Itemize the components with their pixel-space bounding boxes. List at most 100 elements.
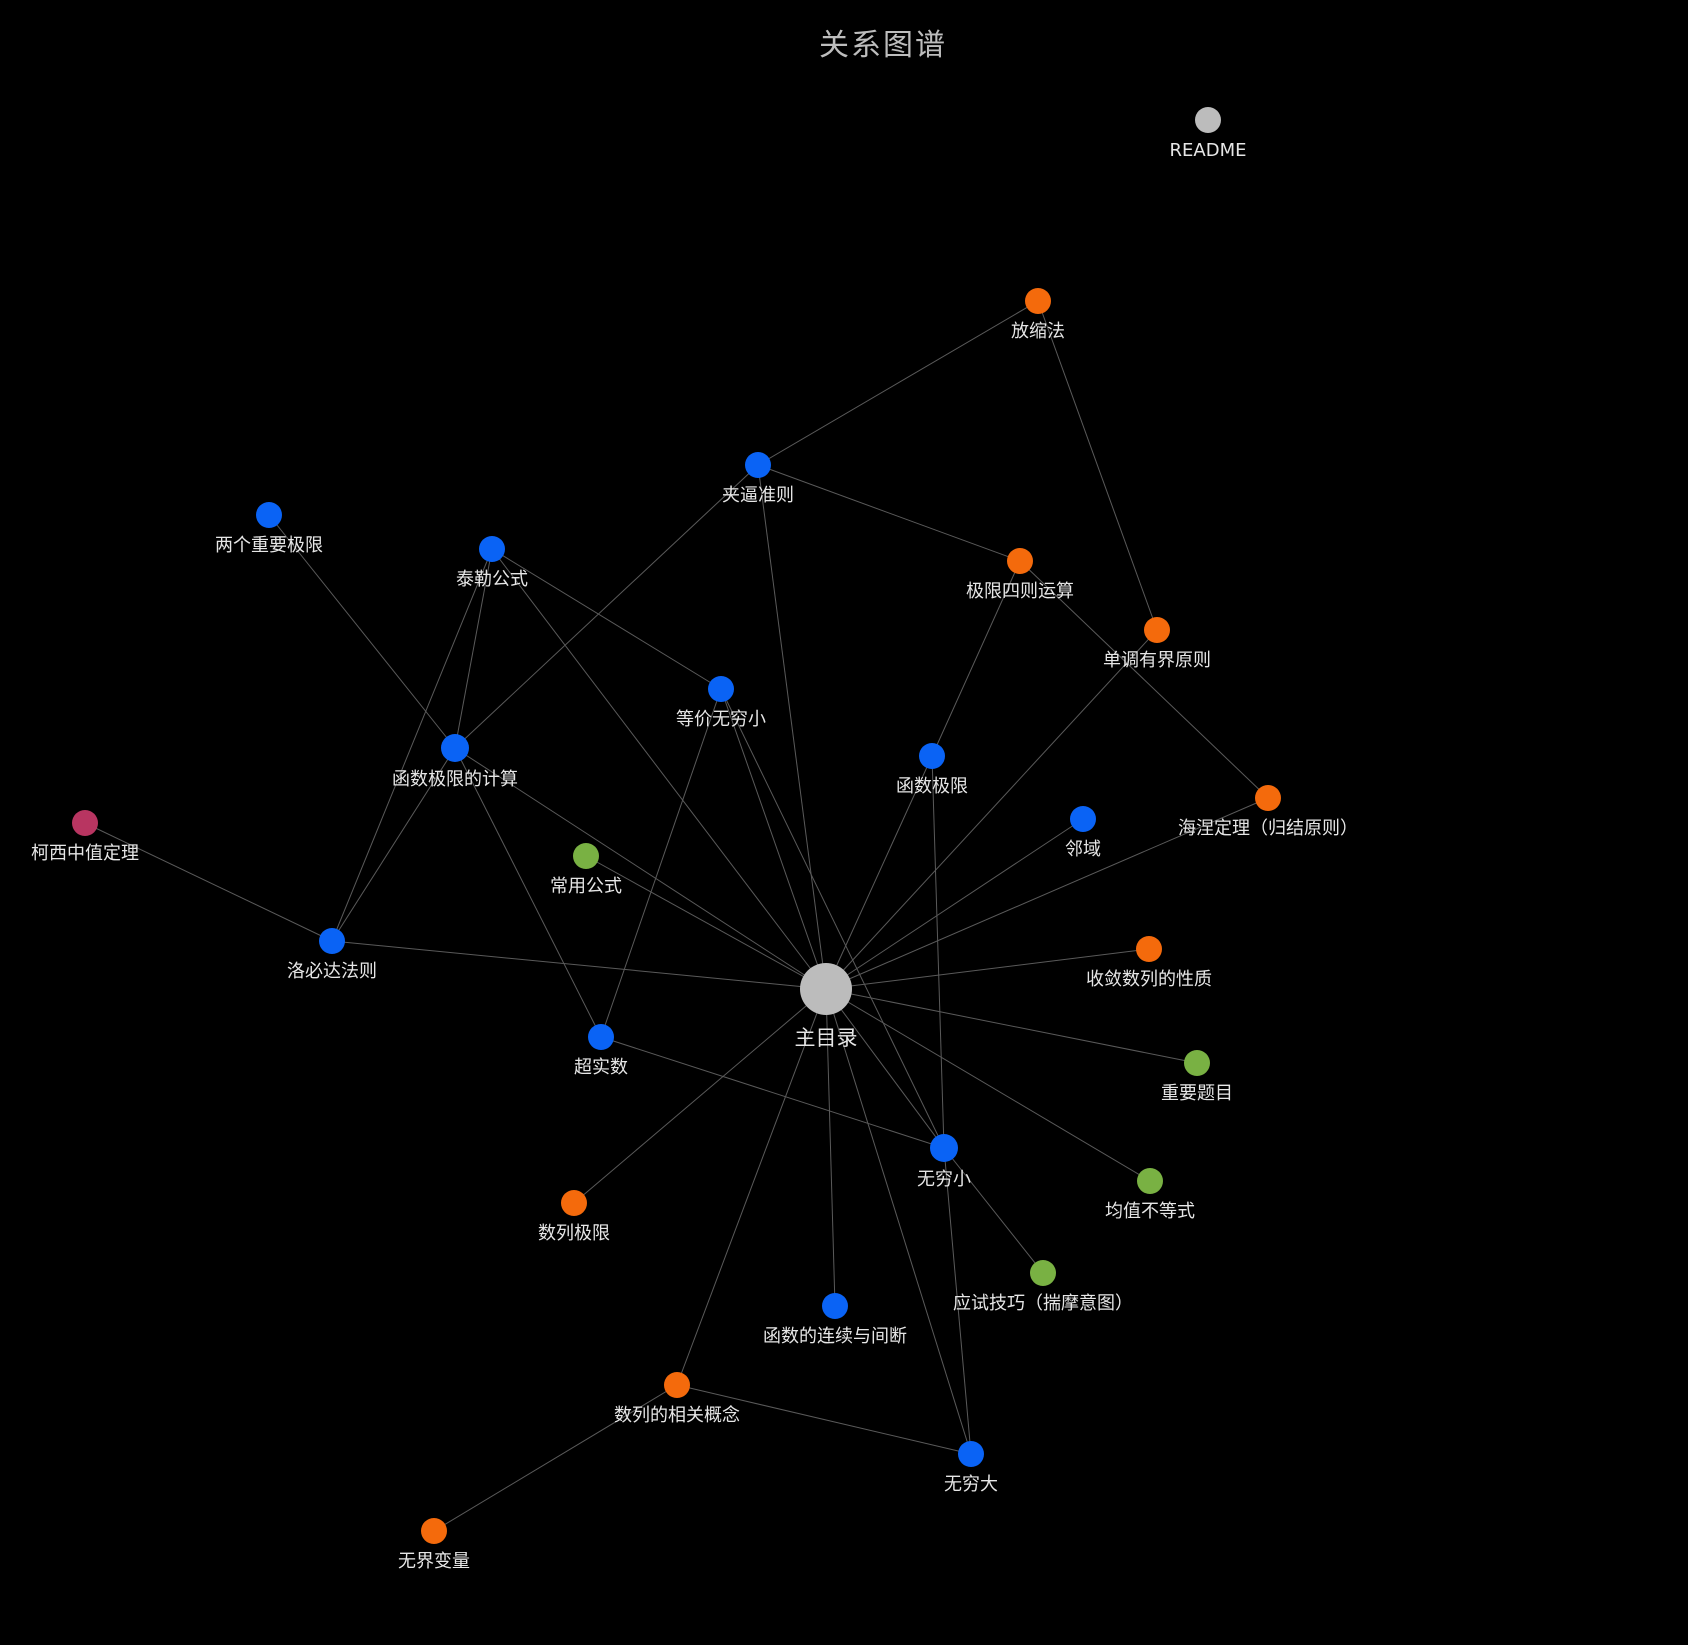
- node-zhongyao[interactable]: 重要题目: [1161, 1050, 1233, 1104]
- edge-main-xiangguan: [676, 988, 827, 1386]
- node-readme[interactable]: README: [1170, 107, 1247, 161]
- node-dot[interactable]: [1255, 785, 1281, 811]
- edge-dengjia-chaoshishu: [600, 688, 722, 1038]
- edge-kexi-luobida: [84, 822, 333, 942]
- node-label: 应试技巧（揣摩意图）: [953, 1293, 1133, 1314]
- node-dot[interactable]: [745, 452, 771, 478]
- edge-main-wuqiongxiao: [825, 988, 945, 1149]
- node-dot[interactable]: [72, 810, 98, 836]
- node-label: 等价无穷小: [676, 709, 766, 730]
- edge-main-taile: [491, 548, 827, 990]
- node-dot[interactable]: [1184, 1050, 1210, 1076]
- node-label: 常用公式: [550, 876, 622, 897]
- node-jiabi[interactable]: 夹逼准则: [722, 452, 794, 506]
- node-dot[interactable]: [919, 743, 945, 769]
- node-dot[interactable]: [822, 1293, 848, 1319]
- node-shulie[interactable]: 数列极限: [538, 1190, 610, 1244]
- node-label: 两个重要极限: [215, 535, 323, 556]
- node-linyu[interactable]: 邻域: [1065, 806, 1101, 860]
- edge-taile-dengjia: [491, 548, 722, 690]
- node-dot[interactable]: [256, 502, 282, 528]
- edge-main-hanshujixian: [825, 755, 933, 990]
- node-dot[interactable]: [664, 1372, 690, 1398]
- node-dot[interactable]: [1136, 936, 1162, 962]
- node-dandiao[interactable]: 单调有界原则: [1103, 617, 1211, 671]
- node-dot[interactable]: [1070, 806, 1096, 832]
- node-junzhi[interactable]: 均值不等式: [1105, 1168, 1195, 1222]
- edge-main-wuqiongda: [825, 988, 972, 1455]
- node-wuqiongda[interactable]: 无穷大: [944, 1441, 998, 1495]
- node-dot[interactable]: [930, 1134, 958, 1162]
- node-label: 无穷大: [944, 1474, 998, 1495]
- node-taile[interactable]: 泰勒公式: [456, 536, 528, 590]
- node-dot[interactable]: [800, 963, 852, 1015]
- edge-wuqiongxiao-wuqiongda: [943, 1147, 972, 1455]
- node-label: 放缩法: [1011, 321, 1065, 342]
- node-label: 单调有界原则: [1103, 650, 1211, 671]
- node-dot[interactable]: [1144, 617, 1170, 643]
- node-dot[interactable]: [479, 536, 505, 562]
- node-label: 函数极限: [896, 776, 968, 797]
- node-label: README: [1170, 140, 1247, 161]
- node-label: 数列的相关概念: [614, 1404, 740, 1426]
- node-label: 夹逼准则: [722, 485, 794, 506]
- edge-main-haine: [825, 797, 1269, 990]
- edge-taile-hanshujixian_jisuan: [454, 548, 493, 749]
- edge-jiabi-sizeyunsuan: [757, 464, 1021, 562]
- edge-main-hanshujixian_jisuan: [454, 747, 827, 990]
- edge-chaoshishu-wuqiongxiao: [600, 1036, 945, 1149]
- edges-layer: [84, 300, 1269, 1532]
- node-dot[interactable]: [1030, 1260, 1056, 1286]
- node-hanshujixian[interactable]: 函数极限: [896, 743, 968, 797]
- node-wuqiongxiao[interactable]: 无穷小: [917, 1134, 971, 1190]
- edge-fangsuo-jiabi: [757, 300, 1039, 466]
- node-dot[interactable]: [588, 1024, 614, 1050]
- node-label: 洛必达法则: [287, 961, 377, 982]
- edge-wuqiongxiao-yingshi: [943, 1147, 1044, 1274]
- node-wujie[interactable]: 无界变量: [398, 1518, 470, 1572]
- node-kexi[interactable]: 柯西中值定理: [31, 810, 139, 864]
- node-label: 邻域: [1065, 839, 1101, 860]
- node-luobida[interactable]: 洛必达法则: [287, 928, 377, 982]
- node-label: 泰勒公式: [456, 569, 528, 590]
- node-liangge[interactable]: 两个重要极限: [215, 502, 323, 556]
- node-dot[interactable]: [1007, 548, 1033, 574]
- edge-sizeyunsuan-haine: [1019, 560, 1269, 799]
- node-dot[interactable]: [958, 1441, 984, 1467]
- node-dot[interactable]: [573, 843, 599, 869]
- node-dot[interactable]: [421, 1518, 447, 1544]
- edge-main-luobida: [331, 940, 827, 990]
- edge-main-changyong: [585, 855, 827, 990]
- node-lianxu[interactable]: 函数的连续与间断: [763, 1293, 907, 1347]
- node-hanshujixian_jisuan[interactable]: 函数极限的计算: [392, 734, 518, 790]
- edge-liangge-hanshujixian_jisuan: [268, 514, 456, 749]
- node-label: 海涅定理（归结原则）: [1178, 818, 1358, 839]
- node-dot[interactable]: [561, 1190, 587, 1216]
- node-dot[interactable]: [708, 676, 734, 702]
- node-changyong[interactable]: 常用公式: [550, 843, 622, 897]
- node-shoulian[interactable]: 收敛数列的性质: [1086, 936, 1212, 990]
- node-dengjia[interactable]: 等价无穷小: [676, 676, 766, 730]
- node-sizeyunsuan[interactable]: 极限四则运算: [966, 548, 1074, 602]
- node-haine[interactable]: 海涅定理（归结原则）: [1178, 785, 1358, 839]
- edge-hanshujixian-wuqiongxiao: [931, 755, 945, 1149]
- node-chaoshishu[interactable]: 超实数: [574, 1024, 628, 1078]
- node-label: 柯西中值定理: [31, 843, 139, 864]
- node-dot[interactable]: [319, 928, 345, 954]
- node-dot[interactable]: [1137, 1168, 1163, 1194]
- edge-main-shulie: [573, 988, 827, 1204]
- node-yingshi[interactable]: 应试技巧（揣摩意图）: [953, 1260, 1133, 1314]
- node-xiangguan[interactable]: 数列的相关概念: [614, 1372, 740, 1426]
- node-dot[interactable]: [441, 734, 469, 762]
- node-label: 函数的连续与间断: [763, 1326, 907, 1347]
- node-label: 重要题目: [1161, 1083, 1233, 1104]
- node-dot[interactable]: [1025, 288, 1051, 314]
- edge-main-junzhi: [825, 988, 1151, 1182]
- node-label: 超实数: [574, 1057, 628, 1078]
- node-fangsuo[interactable]: 放缩法: [1011, 288, 1065, 342]
- node-main[interactable]: 主目录: [795, 963, 858, 1050]
- node-dot[interactable]: [1195, 107, 1221, 133]
- node-label: 数列极限: [538, 1223, 610, 1244]
